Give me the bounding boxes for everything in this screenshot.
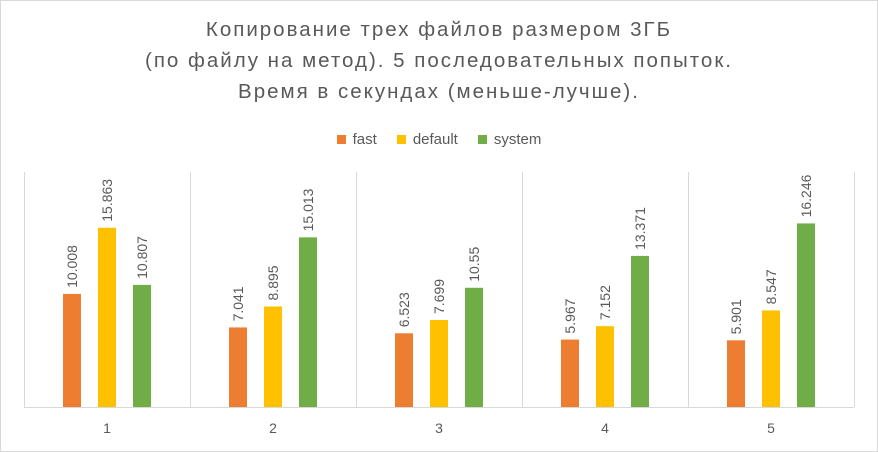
data-label-default-3: 7.699	[431, 279, 447, 314]
data-label-fast-5: 5.901	[728, 299, 744, 334]
data-label-default-4: 7.152	[597, 285, 613, 320]
data-label-system-2: 15.013	[300, 188, 316, 231]
bar-default-5	[762, 310, 780, 407]
bar-system-4	[631, 255, 649, 407]
legend-label-default: default	[412, 131, 458, 148]
data-label-fast-1: 10.008	[64, 245, 80, 288]
legend-label-system: system	[493, 131, 542, 148]
bar-default-4	[596, 326, 614, 407]
data-label-system-1: 10.807	[134, 236, 150, 279]
bar-fast-2	[229, 327, 247, 407]
legend-item-system: system	[477, 131, 542, 148]
data-label-fast-4: 5.967	[562, 298, 578, 333]
legend-item-default: default	[396, 131, 458, 148]
legend-item-fast: fast	[336, 131, 377, 148]
bar-fast-3	[395, 333, 413, 407]
legend-swatch-system	[477, 135, 487, 144]
bar-system-2	[299, 237, 317, 407]
bar-default-2	[264, 306, 282, 407]
legend-label-fast: fast	[352, 131, 377, 148]
bar-system-5	[797, 223, 815, 407]
data-label-fast-3: 6.523	[396, 292, 412, 327]
bar-system-1	[133, 284, 151, 407]
x-tick-label-4: 4	[601, 420, 609, 436]
x-tick-label-1: 1	[103, 420, 111, 436]
bar-default-1	[98, 227, 116, 407]
data-label-system-3: 10.55	[466, 247, 482, 282]
legend-swatch-default	[396, 135, 406, 144]
data-label-system-5: 16.246	[798, 174, 814, 217]
bar-fast-1	[63, 293, 81, 407]
bar-system-3	[465, 287, 483, 407]
chart-title-line-2: (по файлу на метод). 5 последовательных …	[145, 49, 733, 72]
x-tick-label-2: 2	[269, 420, 277, 436]
bar-default-3	[430, 320, 448, 407]
legend-swatch-fast	[336, 135, 346, 144]
data-label-default-2: 8.895	[265, 265, 281, 300]
chart-title-line-1: Копирование трех файлов размером 3ГБ	[205, 18, 673, 41]
bar-fast-4	[561, 339, 579, 407]
x-tick-label-3: 3	[435, 420, 443, 436]
data-label-system-4: 13.371	[632, 207, 648, 250]
chart-legend: fast default system	[0, 131, 878, 148]
data-label-default-1: 15.863	[99, 179, 115, 222]
bar-fast-5	[727, 340, 745, 407]
chart-title: Копирование трех файлов размером 3ГБ (по…	[0, 14, 878, 107]
chart-title-line-3: Время в секундах (меньше-лучше).	[238, 80, 640, 103]
x-tick-label-5: 5	[767, 420, 775, 436]
data-label-fast-2: 7.041	[230, 286, 246, 321]
data-label-default-5: 8.547	[763, 269, 779, 304]
